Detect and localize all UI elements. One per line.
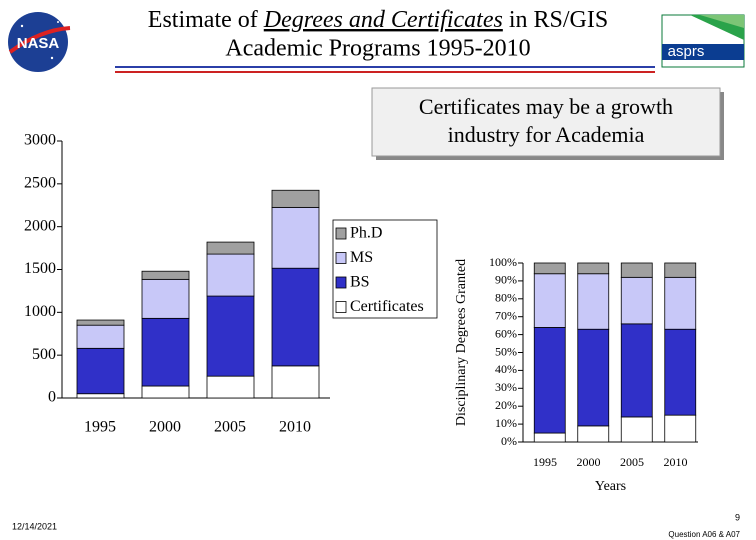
bar-segment — [76, 347, 125, 395]
y-tick-label: 70% — [495, 308, 517, 322]
callout-text: industry for Academia — [448, 122, 645, 147]
y-tick-label: 0 — [48, 389, 56, 406]
title-part: in RS/GIS — [503, 7, 608, 33]
legend-swatch — [335, 252, 347, 264]
bar-segment — [533, 273, 566, 328]
y-tick-label: 3000 — [24, 132, 56, 149]
x-tick-label: 2010 — [279, 419, 311, 436]
bar-segment — [76, 324, 125, 349]
bar-segment — [577, 273, 610, 330]
y-tick-label: 10% — [495, 416, 517, 430]
date: 12/14/2021 — [12, 521, 57, 531]
bar-segment — [206, 295, 255, 377]
x-tick-label: 1995 — [533, 455, 557, 469]
nasa-logo: NASA — [8, 12, 71, 72]
title-part: Degrees and Certificates — [263, 7, 503, 33]
page-number: 9 — [735, 512, 740, 522]
bar-segment — [533, 327, 566, 434]
legend-label: BS — [350, 274, 370, 291]
x-tick-label: 2005 — [620, 455, 644, 469]
callout — [371, 87, 721, 157]
bar-segment — [577, 262, 610, 275]
y-tick-label: 80% — [495, 291, 517, 305]
callout-text: Certificates may be a growth — [419, 94, 673, 119]
bar-segment — [76, 319, 125, 326]
x-tick-label: 2005 — [214, 419, 246, 436]
x-axis-label: Years — [595, 479, 626, 494]
logo-text: asprs — [668, 43, 705, 60]
y-tick-label: 60% — [495, 326, 517, 340]
bar-segment — [271, 206, 320, 269]
bar-segment — [664, 276, 697, 330]
legend-label: MS — [350, 249, 373, 266]
y-tick-label: 500 — [32, 346, 56, 363]
y-tick-label: 20% — [495, 398, 517, 412]
bar-segment — [206, 375, 255, 399]
x-tick-label: 1995 — [84, 419, 116, 436]
bar-segment — [533, 262, 566, 275]
y-tick-label: 0% — [501, 434, 517, 448]
y-axis-label: Disciplinary Degrees Granted — [454, 259, 469, 426]
bar-segment — [206, 241, 255, 255]
bar-segment — [206, 253, 255, 297]
x-tick-label: 2010 — [664, 455, 688, 469]
y-tick-label: 1000 — [24, 303, 56, 320]
bar-segment — [664, 414, 697, 443]
bar-segment — [620, 262, 653, 278]
bar-segment — [141, 317, 190, 387]
bar-segment — [664, 262, 697, 278]
legend-swatch — [335, 301, 347, 313]
y-tick-label: 90% — [495, 273, 517, 287]
legend-box — [332, 219, 438, 319]
y-tick-label: 2000 — [24, 217, 56, 234]
asprs-logo: asprs — [661, 14, 745, 68]
bar-segment — [533, 432, 566, 443]
bar-segment — [577, 425, 610, 443]
title-line: Academic Programs 1995-2010 — [225, 36, 530, 62]
legend-label: Certificates — [350, 298, 424, 315]
bar-segment — [141, 270, 190, 280]
bar-segment — [271, 189, 320, 208]
legend-label: Ph.D — [350, 225, 382, 242]
y-tick-label: 40% — [495, 362, 517, 376]
bar-segment — [620, 416, 653, 443]
y-tick-label: 30% — [495, 380, 517, 394]
y-tick-label: 100% — [489, 255, 517, 269]
bar-segment — [271, 365, 320, 399]
logo-text: NASA — [17, 35, 60, 52]
bar-segment — [141, 385, 190, 399]
x-tick-label: 2000 — [577, 455, 601, 469]
legend-swatch — [335, 227, 347, 240]
y-tick-label: 50% — [495, 344, 517, 358]
bar-segment — [620, 323, 653, 418]
bar-segment — [76, 393, 125, 399]
legend-swatch — [335, 276, 347, 289]
title-part: Estimate of — [148, 7, 264, 33]
bar-segment — [577, 328, 610, 427]
y-tick-label: 1500 — [24, 260, 56, 277]
bar-segment — [141, 278, 190, 319]
bar-segment — [664, 328, 697, 416]
bar-segment — [620, 276, 653, 325]
bar-segment — [271, 267, 320, 367]
y-tick-label: 2500 — [24, 175, 56, 192]
x-tick-label: 2000 — [149, 419, 181, 436]
footer-note: Question A06 & A07 — [668, 530, 740, 539]
title-line: Estimate of Degrees and Certificates in … — [148, 7, 608, 33]
